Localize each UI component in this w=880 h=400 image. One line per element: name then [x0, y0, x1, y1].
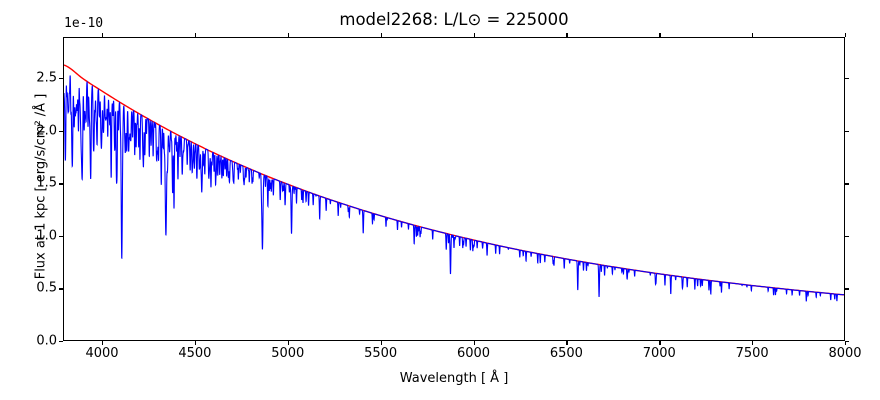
x-tick-mark-top — [287, 33, 290, 37]
y-tick-label: 1.5 — [36, 175, 57, 191]
x-tick-label: 6500 — [549, 346, 583, 361]
x-tick-mark — [845, 341, 847, 345]
x-tick-mark — [659, 341, 661, 345]
y-tick-label: 2.0 — [36, 123, 57, 139]
y-tick-mark — [59, 183, 63, 185]
x-tick-label: 6000 — [456, 346, 491, 361]
x-tick-mark-top — [380, 33, 382, 37]
x-tick-mark — [473, 341, 475, 345]
x-tick-mark-top — [845, 33, 847, 37]
x-axis-label: Wavelength [ Å ] — [399, 371, 509, 386]
x-tick-mark-top — [194, 33, 197, 37]
y-axis-offset-text: 1e-10 — [64, 16, 104, 31]
y-tick-mark — [59, 288, 63, 290]
plot-title: model2268: L/L⊙ = 225000 — [339, 10, 569, 29]
spectrum-line — [64, 75, 844, 302]
y-tick-label: 2.5 — [36, 70, 57, 86]
y-tick-label: 1.0 — [36, 228, 57, 244]
y-tick-label: 0.0 — [36, 333, 57, 349]
plot-area — [63, 37, 845, 341]
y-tick-mark-right — [845, 235, 849, 238]
y-axis-label: Flux at 1 kpc [ erg/s/cm² /Å ] — [33, 93, 49, 280]
y-tick-mark — [59, 235, 63, 238]
y-tick-mark-right — [845, 341, 849, 343]
x-tick-mark-top — [659, 33, 661, 37]
y-tick-label: 0.5 — [36, 280, 57, 296]
x-tick-mark — [566, 341, 568, 345]
y-tick-mark-right — [845, 183, 849, 185]
y-tick-mark — [59, 130, 63, 132]
y-tick-mark-right — [845, 288, 849, 290]
chart-svg — [64, 64, 844, 302]
continuum-line — [64, 64, 844, 296]
y-tick-mark — [59, 78, 63, 80]
x-tick-mark — [194, 341, 197, 345]
y-tick-mark — [59, 341, 63, 343]
y-tick-mark-right — [845, 78, 849, 80]
y-tick-mark-right — [845, 130, 849, 132]
x-tick-mark — [752, 341, 754, 345]
x-tick-mark-top — [566, 33, 568, 37]
x-tick-mark-top — [752, 33, 754, 37]
x-tick-mark-top — [102, 33, 104, 37]
x-tick-label: 4500 — [178, 346, 212, 361]
x-tick-mark — [102, 341, 104, 345]
y-axis-tick-labels: 0.0 0.5 1.0 1.5 2.0 2.5 — [0, 0, 57, 400]
x-tick-label: 5500 — [364, 346, 398, 361]
x-tick-label: 5000 — [271, 346, 305, 361]
x-tick-mark — [380, 341, 382, 345]
x-tick-label: 4000 — [85, 346, 119, 361]
x-tick-mark-top — [473, 33, 475, 37]
x-tick-label: 8000 — [828, 346, 862, 361]
x-tick-mark — [287, 341, 290, 345]
x-tick-label: 7500 — [735, 346, 769, 361]
x-tick-label: 7000 — [642, 346, 676, 361]
